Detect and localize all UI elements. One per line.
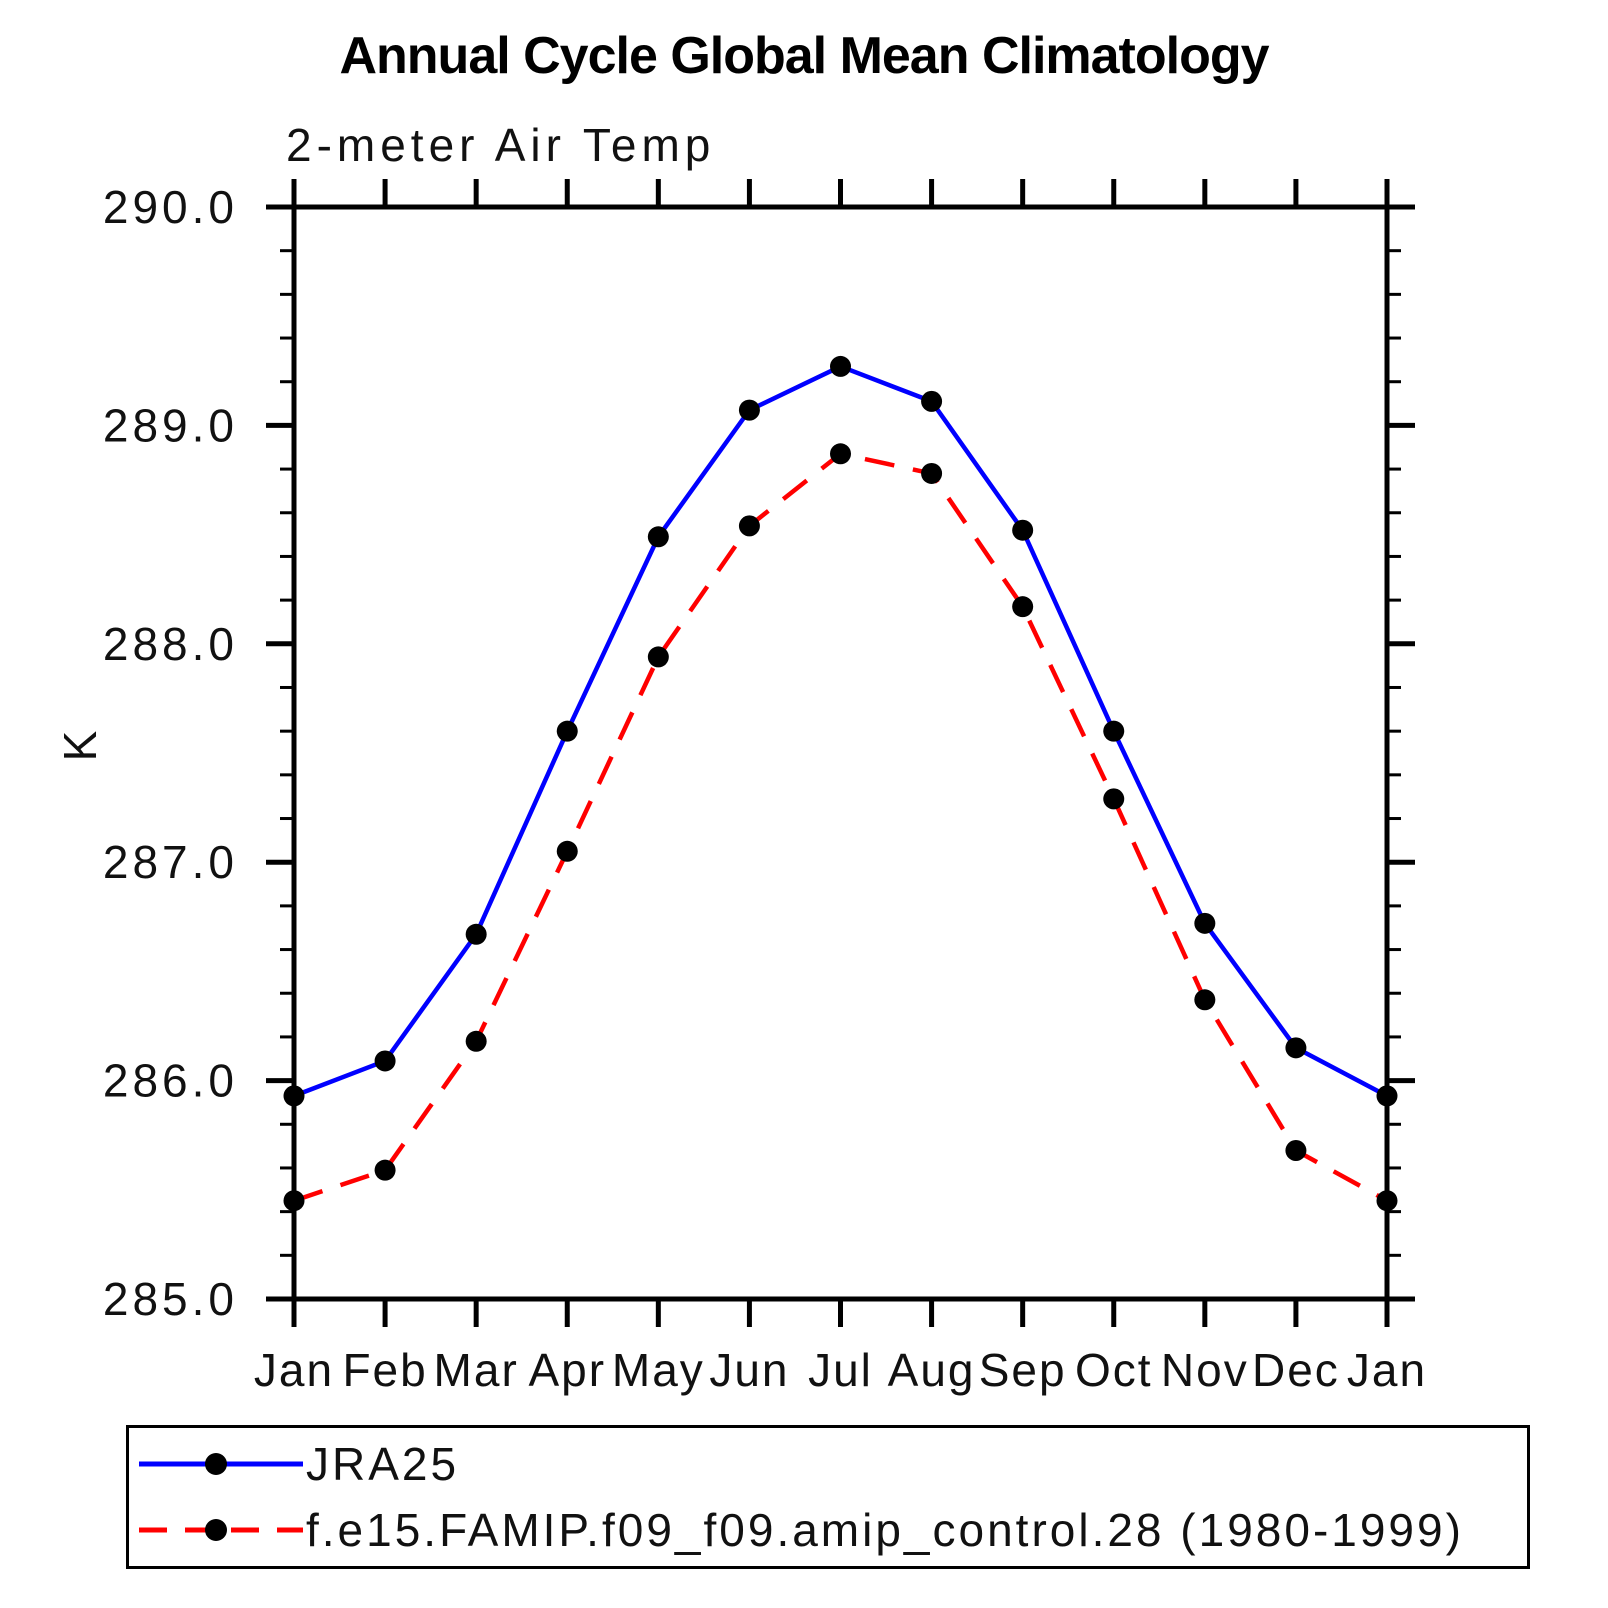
chart-subtitle: 2-meter Air Temp bbox=[286, 119, 716, 171]
x-tick-label: Aug bbox=[888, 1344, 976, 1396]
data-point-marker bbox=[647, 646, 669, 668]
x-tick-label: May bbox=[612, 1344, 705, 1396]
data-point-marker bbox=[1103, 720, 1125, 742]
data-point-marker bbox=[283, 1085, 305, 1107]
x-tick-label: Nov bbox=[1161, 1344, 1249, 1396]
y-tick-label: 286.0 bbox=[103, 1055, 238, 1107]
series-line-model bbox=[293, 451, 1389, 1203]
data-point-marker bbox=[374, 1050, 396, 1072]
x-tick-label: Sep bbox=[979, 1344, 1067, 1396]
x-tick-label: Jan bbox=[254, 1344, 334, 1396]
data-point-marker bbox=[1103, 788, 1125, 810]
data-point-marker bbox=[647, 526, 669, 548]
data-point-marker bbox=[921, 462, 943, 484]
chart-title: Annual Cycle Global Mean Climatology bbox=[339, 27, 1269, 85]
data-point-marker bbox=[830, 355, 851, 377]
series-line-jra25 bbox=[293, 363, 1389, 1098]
x-tick-label: Jun bbox=[709, 1344, 789, 1396]
model-line-sample-icon bbox=[139, 1519, 303, 1541]
x-tick-label: Apr bbox=[528, 1344, 606, 1396]
x-tick-label: Jan bbox=[1347, 1344, 1427, 1396]
data-point-marker bbox=[1285, 1037, 1307, 1059]
y-tick-label: 289.0 bbox=[103, 399, 238, 451]
x-tick-label: Mar bbox=[434, 1344, 519, 1396]
legend-item-model: f.e15.FAMIP.f09_f09.amip_control.28 (198… bbox=[129, 1500, 1527, 1560]
data-point-marker bbox=[1194, 912, 1216, 934]
y-tick-label: 285.0 bbox=[103, 1273, 238, 1325]
data-point-marker bbox=[738, 399, 760, 421]
data-point-marker bbox=[1285, 1139, 1307, 1161]
x-tick-label: Jul bbox=[808, 1344, 873, 1396]
data-point-marker bbox=[465, 923, 487, 945]
data-point-marker bbox=[830, 443, 851, 465]
data-point-marker bbox=[465, 1030, 487, 1052]
data-point-marker bbox=[1376, 1190, 1398, 1212]
data-point-marker bbox=[738, 515, 760, 537]
x-tick-label: Feb bbox=[342, 1344, 427, 1396]
data-point-marker bbox=[374, 1159, 396, 1181]
data-point-marker bbox=[1194, 989, 1216, 1011]
data-point-marker bbox=[1012, 519, 1034, 541]
x-tick-label: Oct bbox=[1075, 1344, 1153, 1396]
data-point-marker bbox=[921, 390, 943, 412]
data-point-marker bbox=[1376, 1085, 1398, 1107]
jra25-line-sample-icon bbox=[139, 1453, 303, 1475]
y-tick-label: 287.0 bbox=[103, 836, 238, 888]
y-tick-label: 288.0 bbox=[103, 618, 238, 670]
data-point-marker bbox=[556, 840, 578, 862]
legend-label-model: f.e15.FAMIP.f09_f09.amip_control.28 (198… bbox=[306, 1504, 1464, 1556]
legend: JRA25 f.e15.FAMIP.f09_f09.amip_control.2… bbox=[126, 1425, 1530, 1569]
x-tick-label: Dec bbox=[1252, 1344, 1340, 1396]
data-point-marker bbox=[283, 1190, 305, 1212]
y-tick-label: 290.0 bbox=[103, 181, 238, 233]
legend-item-jra25: JRA25 bbox=[129, 1434, 1527, 1494]
data-point-marker bbox=[1012, 596, 1034, 618]
legend-label-jra25: JRA25 bbox=[306, 1438, 460, 1490]
data-point-marker bbox=[556, 720, 578, 742]
